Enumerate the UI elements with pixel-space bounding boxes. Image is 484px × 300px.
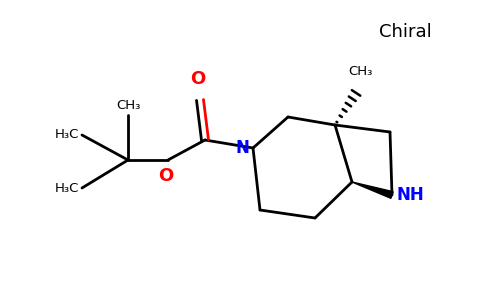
Text: CH₃: CH₃ — [116, 99, 140, 112]
Text: Chiral: Chiral — [378, 23, 431, 41]
Text: NH: NH — [397, 186, 425, 204]
Text: H₃C: H₃C — [55, 182, 79, 194]
Text: N: N — [235, 139, 249, 157]
Text: H₃C: H₃C — [55, 128, 79, 142]
Polygon shape — [352, 182, 393, 198]
Text: O: O — [190, 70, 206, 88]
Text: CH₃: CH₃ — [348, 65, 372, 78]
Text: O: O — [158, 167, 174, 185]
